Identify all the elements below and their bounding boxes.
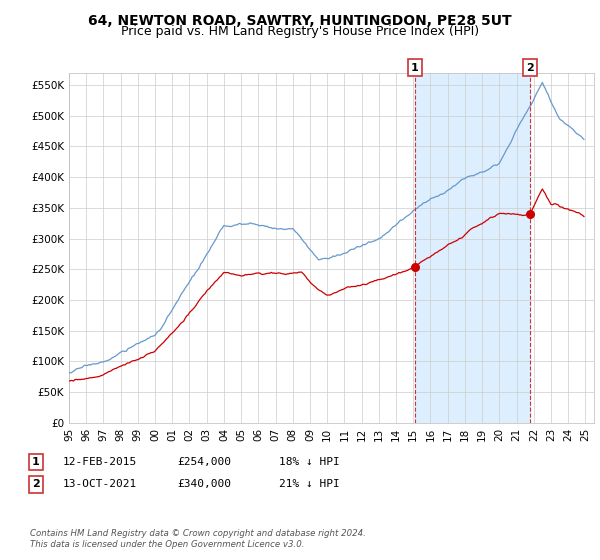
Text: £340,000: £340,000: [177, 479, 231, 489]
Text: 1: 1: [411, 63, 419, 73]
Text: Price paid vs. HM Land Registry's House Price Index (HPI): Price paid vs. HM Land Registry's House …: [121, 25, 479, 38]
Text: 1: 1: [32, 457, 40, 467]
Text: 18% ↓ HPI: 18% ↓ HPI: [279, 457, 340, 467]
Bar: [415, 73, 530, 423]
Text: 13-OCT-2021: 13-OCT-2021: [63, 479, 137, 489]
Point: [525, 209, 535, 218]
Text: £254,000: £254,000: [177, 457, 231, 467]
Text: Contains HM Land Registry data © Crown copyright and database right 2024.
This d: Contains HM Land Registry data © Crown c…: [30, 529, 366, 549]
Text: 64, NEWTON ROAD, SAWTRY, HUNTINGDON, PE28 5UT: 64, NEWTON ROAD, SAWTRY, HUNTINGDON, PE2…: [88, 14, 512, 28]
Text: 12-FEB-2015: 12-FEB-2015: [63, 457, 137, 467]
Point: [410, 262, 420, 271]
Text: 21% ↓ HPI: 21% ↓ HPI: [279, 479, 340, 489]
Text: 2: 2: [32, 479, 40, 489]
Text: 2: 2: [526, 63, 534, 73]
